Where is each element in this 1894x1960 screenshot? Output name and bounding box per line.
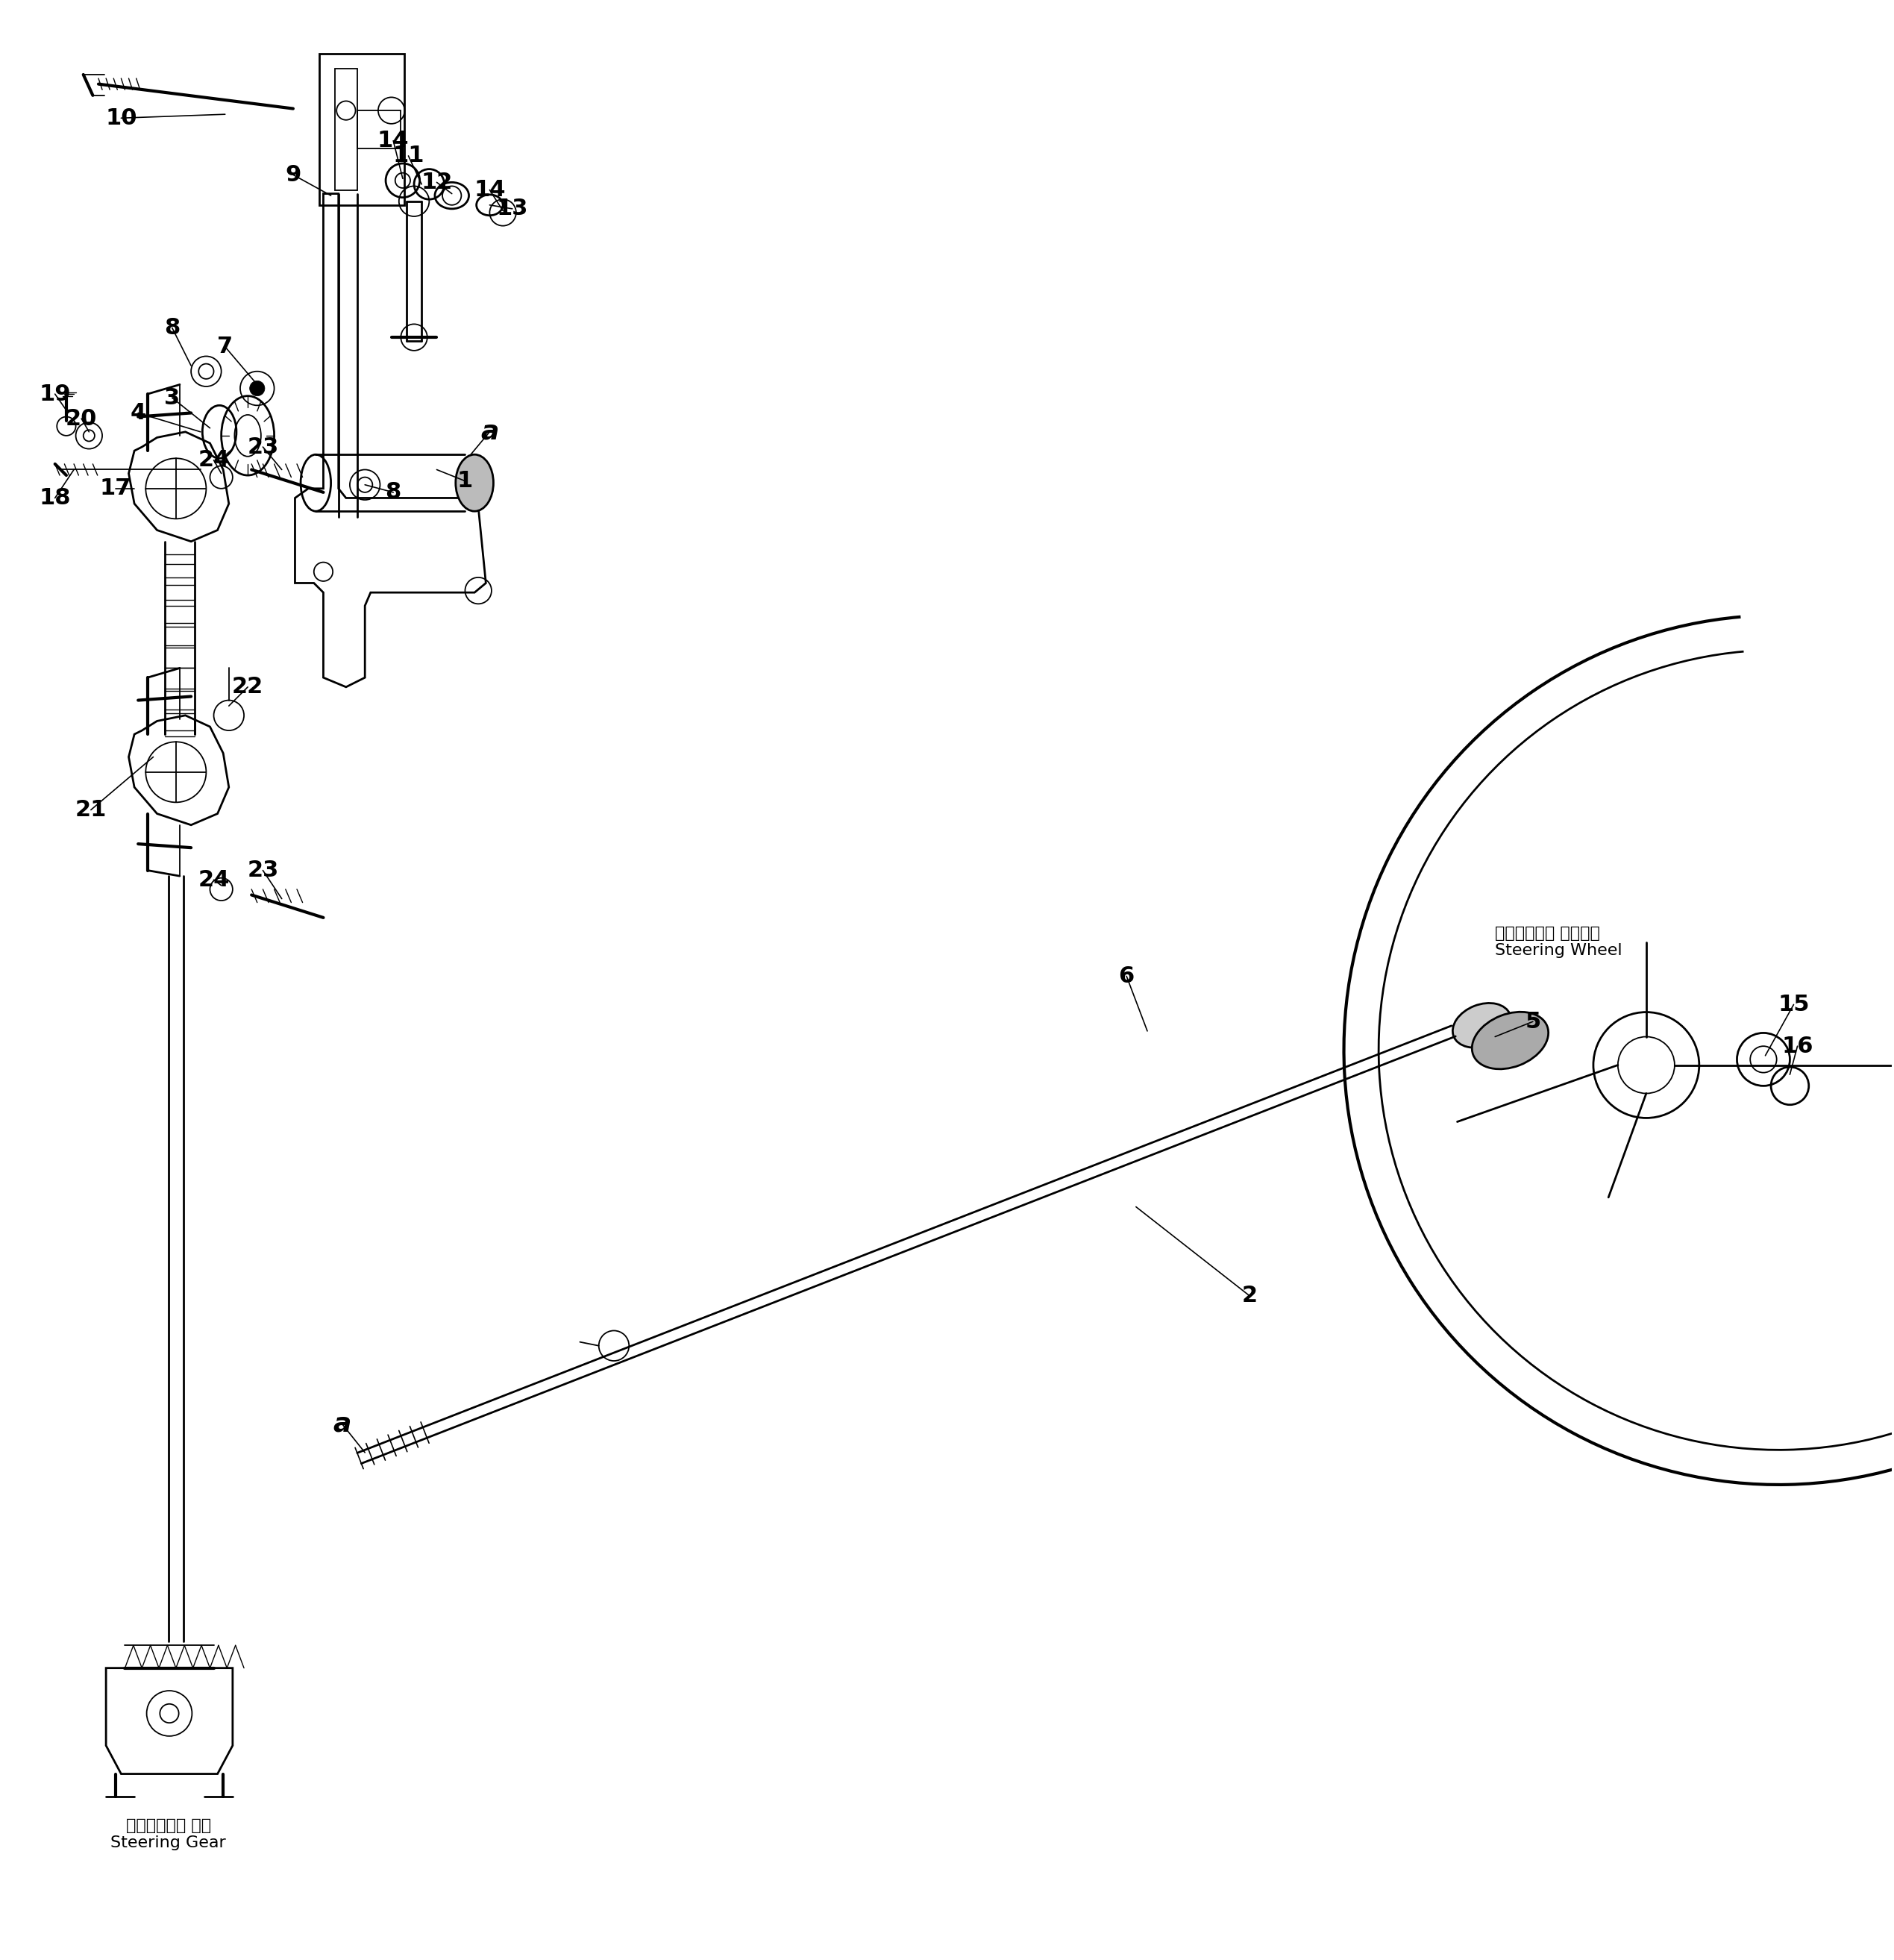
Text: ステアリング ホィール
Steering Wheel: ステアリング ホィール Steering Wheel [1494, 925, 1623, 958]
Text: 18: 18 [40, 488, 70, 510]
Text: 21: 21 [76, 800, 106, 821]
Circle shape [250, 380, 265, 396]
Text: 4: 4 [131, 402, 146, 423]
Text: 22: 22 [231, 676, 263, 698]
Text: 14: 14 [377, 129, 409, 151]
Text: 13: 13 [496, 198, 528, 220]
Text: 8: 8 [384, 482, 402, 504]
Ellipse shape [456, 455, 494, 512]
Text: 23: 23 [246, 860, 278, 882]
Text: 8: 8 [165, 318, 180, 339]
Text: 15: 15 [1778, 994, 1809, 1015]
Text: 19: 19 [40, 384, 70, 406]
Text: 10: 10 [106, 108, 136, 129]
Text: a: a [333, 1411, 352, 1437]
Text: 23: 23 [246, 437, 278, 459]
Text: 16: 16 [1782, 1035, 1813, 1056]
Text: 7: 7 [218, 335, 233, 357]
Text: 11: 11 [392, 145, 424, 167]
Text: 14: 14 [473, 178, 506, 200]
Ellipse shape [1472, 1011, 1549, 1068]
Text: 20: 20 [66, 408, 97, 429]
Text: 1: 1 [456, 470, 473, 492]
Text: 2: 2 [1241, 1286, 1258, 1307]
Ellipse shape [1453, 1004, 1511, 1049]
Text: 6: 6 [1119, 966, 1135, 988]
Text: 12: 12 [420, 172, 453, 194]
Text: 3: 3 [165, 386, 180, 408]
Text: 24: 24 [199, 449, 229, 470]
Text: ステアリング ギア
Steering Gear: ステアリング ギア Steering Gear [110, 1819, 225, 1850]
Text: 9: 9 [286, 165, 301, 186]
Text: a: a [481, 419, 498, 445]
Text: 17: 17 [100, 478, 131, 500]
Text: 5: 5 [1525, 1011, 1542, 1033]
Text: 24: 24 [199, 868, 229, 890]
